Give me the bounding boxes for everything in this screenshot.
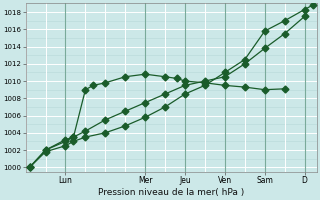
X-axis label: Pression niveau de la mer( hPa ): Pression niveau de la mer( hPa ) — [98, 188, 244, 197]
